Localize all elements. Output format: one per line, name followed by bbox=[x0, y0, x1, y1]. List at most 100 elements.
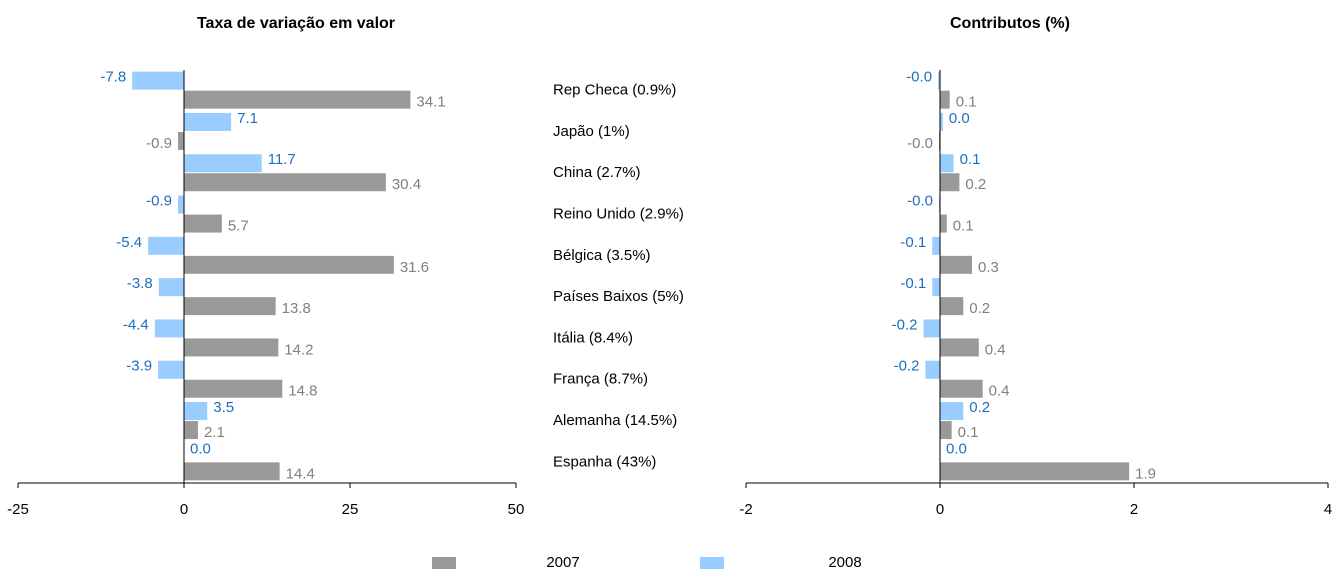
value-label: 2.1 bbox=[204, 424, 225, 441]
value-label: 0.0 bbox=[949, 110, 970, 127]
bar bbox=[184, 297, 276, 316]
category-label: França (8.7%) bbox=[553, 371, 648, 388]
value-label: 1.9 bbox=[1135, 465, 1156, 482]
bar bbox=[940, 173, 960, 192]
bar bbox=[940, 154, 954, 173]
value-label: -0.0 bbox=[907, 193, 933, 210]
chart-title: Taxa de variação em valor bbox=[197, 15, 395, 32]
x-tick-label: 0 bbox=[936, 501, 944, 518]
category-label: Itália (8.4%) bbox=[553, 329, 633, 346]
value-label: -0.1 bbox=[900, 234, 926, 251]
bar bbox=[940, 297, 964, 316]
value-label: 7.1 bbox=[237, 110, 258, 127]
bar bbox=[184, 379, 283, 398]
value-label: 5.7 bbox=[228, 218, 249, 235]
bar bbox=[938, 71, 940, 90]
value-label: -0.2 bbox=[894, 358, 920, 375]
value-label: -5.4 bbox=[116, 234, 142, 251]
value-label: 0.0 bbox=[946, 440, 967, 457]
value-label: 13.8 bbox=[282, 300, 311, 317]
value-label: 0.4 bbox=[989, 383, 1010, 400]
legend-swatch bbox=[432, 557, 456, 569]
value-label: 14.4 bbox=[286, 465, 315, 482]
value-label: -7.8 bbox=[100, 69, 126, 86]
value-label: -0.9 bbox=[146, 135, 172, 152]
bar bbox=[158, 360, 184, 379]
category-label: Bélgica (3.5%) bbox=[553, 247, 651, 264]
value-label: -4.4 bbox=[123, 316, 149, 333]
bar bbox=[940, 379, 983, 398]
bar bbox=[940, 214, 947, 233]
x-tick-label: 25 bbox=[342, 501, 359, 518]
category-label: Rep Checa (0.9%) bbox=[553, 82, 676, 99]
value-label: 14.2 bbox=[284, 341, 313, 358]
bar bbox=[132, 71, 184, 90]
value-label: 0.2 bbox=[965, 176, 986, 193]
bar bbox=[184, 154, 262, 173]
category-label: Espanha (43%) bbox=[553, 453, 656, 470]
bar bbox=[184, 402, 208, 421]
value-label: 14.8 bbox=[288, 383, 317, 400]
x-tick-label: -25 bbox=[7, 501, 29, 518]
bar bbox=[184, 462, 280, 481]
x-tick-label: -2 bbox=[739, 501, 752, 518]
bar bbox=[940, 402, 964, 421]
category-label: Alemanha (14.5%) bbox=[553, 412, 677, 429]
bar bbox=[940, 255, 973, 274]
value-label: 11.7 bbox=[268, 151, 296, 168]
bar bbox=[940, 112, 943, 131]
legend-label: 2008 bbox=[828, 554, 861, 571]
value-label: -3.8 bbox=[127, 275, 153, 292]
bar bbox=[178, 131, 184, 150]
bar bbox=[932, 236, 940, 255]
value-label: 0.1 bbox=[960, 151, 981, 168]
x-tick-label: 4 bbox=[1324, 501, 1332, 518]
bar bbox=[184, 338, 279, 357]
bar bbox=[184, 90, 411, 109]
value-label: -0.0 bbox=[907, 135, 933, 152]
category-label: China (2.7%) bbox=[553, 164, 641, 181]
value-label: -0.1 bbox=[900, 275, 926, 292]
bar bbox=[184, 112, 232, 131]
legend-label: 2007 bbox=[546, 554, 579, 571]
value-label: 0.1 bbox=[953, 218, 974, 235]
value-label: 0.2 bbox=[969, 399, 990, 416]
bar bbox=[923, 319, 940, 338]
value-label: 34.1 bbox=[416, 94, 445, 111]
bar bbox=[940, 421, 952, 440]
value-label: 0.4 bbox=[985, 341, 1006, 358]
value-label: 0.0 bbox=[190, 440, 211, 457]
value-label: 0.1 bbox=[958, 424, 979, 441]
legend-swatch bbox=[700, 557, 724, 569]
value-label: -0.0 bbox=[906, 69, 932, 86]
bar bbox=[184, 214, 222, 233]
chart-title: Contributos (%) bbox=[950, 15, 1070, 32]
value-label: 0.1 bbox=[956, 94, 977, 111]
category-label: Países Baixos (5%) bbox=[553, 288, 684, 305]
x-tick-label: 50 bbox=[508, 501, 525, 518]
category-label: Reino Unido (2.9%) bbox=[553, 206, 684, 223]
value-label: -0.9 bbox=[146, 193, 172, 210]
bar bbox=[925, 360, 940, 379]
x-tick-label: 2 bbox=[1130, 501, 1138, 518]
bar bbox=[158, 278, 184, 297]
bar bbox=[154, 319, 184, 338]
value-label: -3.9 bbox=[126, 358, 152, 375]
bar bbox=[184, 173, 386, 192]
bar bbox=[184, 255, 394, 274]
bar bbox=[940, 90, 950, 109]
bar bbox=[178, 195, 184, 214]
x-tick-label: 0 bbox=[180, 501, 188, 518]
bar bbox=[148, 236, 184, 255]
bar bbox=[940, 462, 1130, 481]
value-label: 31.6 bbox=[400, 259, 429, 276]
value-label: 0.3 bbox=[978, 259, 999, 276]
bar bbox=[184, 421, 198, 440]
value-label: 0.2 bbox=[969, 300, 990, 317]
bar bbox=[940, 338, 979, 357]
value-label: -0.2 bbox=[892, 316, 918, 333]
value-label: 3.5 bbox=[213, 399, 234, 416]
category-label: Japão (1%) bbox=[553, 123, 630, 140]
value-label: 30.4 bbox=[392, 176, 421, 193]
